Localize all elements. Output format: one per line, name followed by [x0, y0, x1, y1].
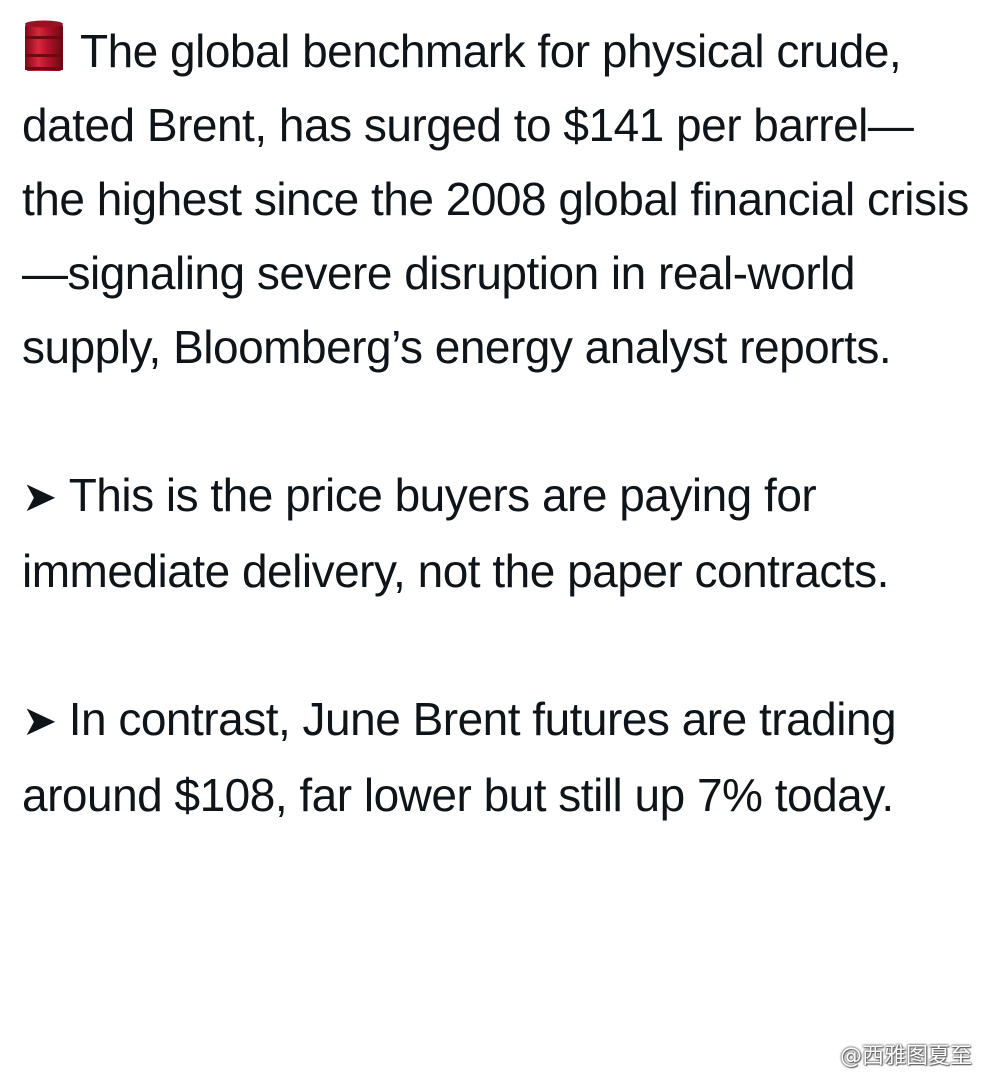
paragraph-june-futures-text: In contrast, June Brent futures are trad… — [22, 693, 909, 821]
weibo-icon — [804, 1038, 834, 1070]
paragraph-june-futures: ➤ In contrast, June Brent futures are tra… — [22, 682, 972, 832]
paragraph-immediate-delivery: ➤ This is the price buyers are paying for… — [22, 458, 972, 608]
arrow-icon: ➤ — [22, 473, 57, 520]
watermark: @西雅图夏至 — [804, 1038, 972, 1070]
arrow-icon: ➤ — [22, 697, 57, 744]
watermark-text: @西雅图夏至 — [839, 1044, 972, 1069]
paragraph-dated-brent-text: The global benchmark for physical crude,… — [22, 25, 969, 373]
post-text: The global benchmark for physical crude,… — [22, 14, 972, 832]
paragraph-dated-brent: The global benchmark for physical crude,… — [22, 14, 972, 384]
paragraph-immediate-delivery-text: This is the price buyers are paying for … — [22, 469, 889, 597]
oil-drum-icon — [22, 19, 66, 75]
